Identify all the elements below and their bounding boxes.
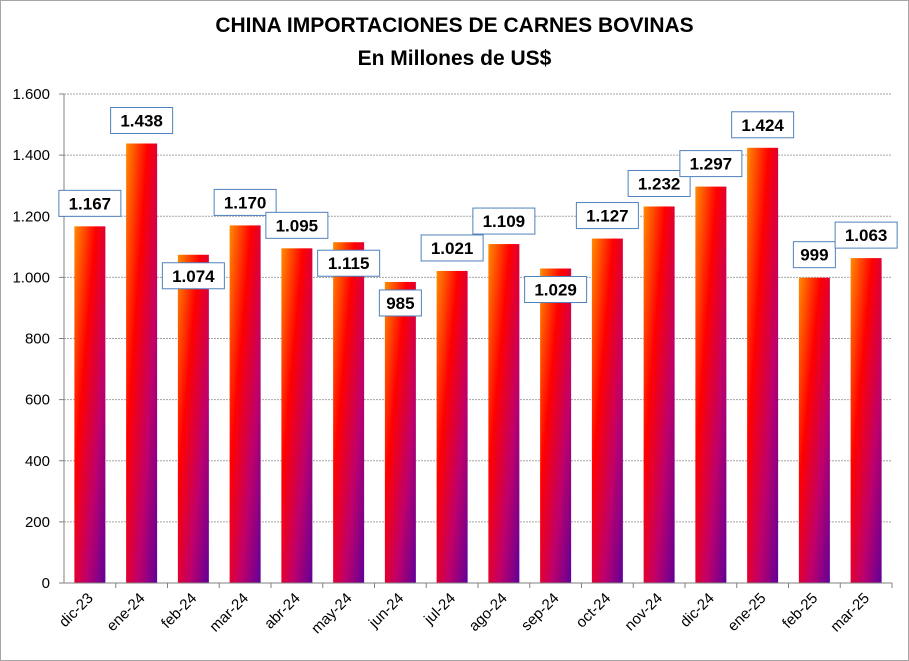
data-label-box <box>792 241 836 269</box>
x-tick-label: nov-24 <box>621 590 665 634</box>
bar-ago-24 <box>488 244 520 583</box>
data-label: 985 <box>386 294 414 313</box>
data-label-box <box>420 234 484 262</box>
data-label-box <box>524 276 588 304</box>
x-tick-label: feb-24 <box>158 590 200 632</box>
x-tick-label: jun-24 <box>365 590 407 632</box>
x-tick-label: dic-24 <box>677 590 718 631</box>
x-tick-label: oct-24 <box>573 590 615 632</box>
data-label-box <box>679 150 743 178</box>
y-tick-label: 600 <box>25 392 50 409</box>
data-label-box <box>317 249 381 277</box>
data-label: 1.095 <box>276 216 319 235</box>
data-label: 1.074 <box>172 267 215 286</box>
bar-sep-24 <box>540 268 572 583</box>
bar-mar-25 <box>850 258 882 583</box>
data-label-box <box>834 221 898 249</box>
bar-abr-24 <box>281 248 313 583</box>
x-tick-label: abr-24 <box>261 590 304 633</box>
y-tick-label: 1.400 <box>12 147 50 164</box>
chart-subtitle: En Millones de US$ <box>357 47 552 70</box>
bar-mar-24 <box>229 225 261 583</box>
bar-feb-24 <box>177 254 209 584</box>
data-label: 1.424 <box>741 116 784 135</box>
x-tick-label: ene-25 <box>724 590 769 635</box>
x-axis-ticks: dic-23 ene-24 feb-24 mar-24 abr-24 may-24 jun-… <box>56 590 873 637</box>
y-tick-label: 200 <box>25 514 50 531</box>
data-label-box <box>213 188 277 216</box>
bars <box>74 143 882 584</box>
x-tick-label: dic-23 <box>56 590 97 631</box>
bar-may-24 <box>333 242 365 583</box>
y-tick-label: 1.600 <box>12 86 50 103</box>
data-label: 1.297 <box>690 155 733 174</box>
y-tick-label: 800 <box>25 331 50 348</box>
bar-oct-24 <box>591 238 623 584</box>
data-label-box <box>575 202 639 230</box>
x-tick-label: may-24 <box>308 590 355 637</box>
x-tick-label: mar-24 <box>206 590 252 636</box>
bar-dic-23 <box>74 226 106 583</box>
x-tick-label: feb-25 <box>779 590 821 632</box>
data-label-box <box>472 207 536 235</box>
data-label-box <box>378 289 422 317</box>
y-axis-ticks: 0 200 400 600 800 1.000 1.200 1.400 1.600 <box>12 86 50 592</box>
bar-jun-24 <box>384 281 416 583</box>
data-label-box <box>161 262 225 290</box>
data-labels: 1.167 1.438 1.074 1.170 1.095 1.115 985 1.021 1.… <box>58 107 898 317</box>
data-label-box <box>265 211 329 239</box>
data-label: 999 <box>800 246 828 265</box>
x-tick-label: ago-24 <box>466 590 511 635</box>
x-tick-label: sep-24 <box>518 590 562 634</box>
bar-ene-24 <box>126 143 158 584</box>
chart-title: CHINA IMPORTACIONES DE CARNES BOVINAS <box>215 14 694 37</box>
data-label-box <box>58 189 122 217</box>
bar-dic-24 <box>695 186 727 583</box>
x-tick-label: ene-24 <box>103 590 148 635</box>
data-label: 1.127 <box>586 207 629 226</box>
bar-ene-25 <box>747 147 779 584</box>
data-label: 1.063 <box>845 226 888 245</box>
data-label: 1.029 <box>534 281 577 300</box>
data-label: 1.021 <box>431 239 474 258</box>
data-label: 1.167 <box>69 194 112 213</box>
y-tick-label: 400 <box>25 453 50 470</box>
bar-feb-25 <box>798 277 830 583</box>
data-label: 1.438 <box>120 112 163 131</box>
data-label: 1.170 <box>224 193 267 212</box>
y-tick-label: 1.000 <box>12 269 50 286</box>
bar-jul-24 <box>436 270 468 583</box>
x-tick-label: jul-24 <box>420 590 459 629</box>
data-label: 1.109 <box>483 212 526 231</box>
data-label-box <box>110 107 174 135</box>
bar-nov-24 <box>643 206 675 583</box>
y-tick-label: 1.200 <box>12 208 50 225</box>
data-label-box <box>731 111 795 139</box>
data-label: 1.232 <box>638 174 681 193</box>
y-tick-label: 0 <box>42 575 50 592</box>
data-label: 1.115 <box>328 254 370 273</box>
x-tick-label: mar-25 <box>827 590 873 636</box>
axes <box>59 93 893 588</box>
